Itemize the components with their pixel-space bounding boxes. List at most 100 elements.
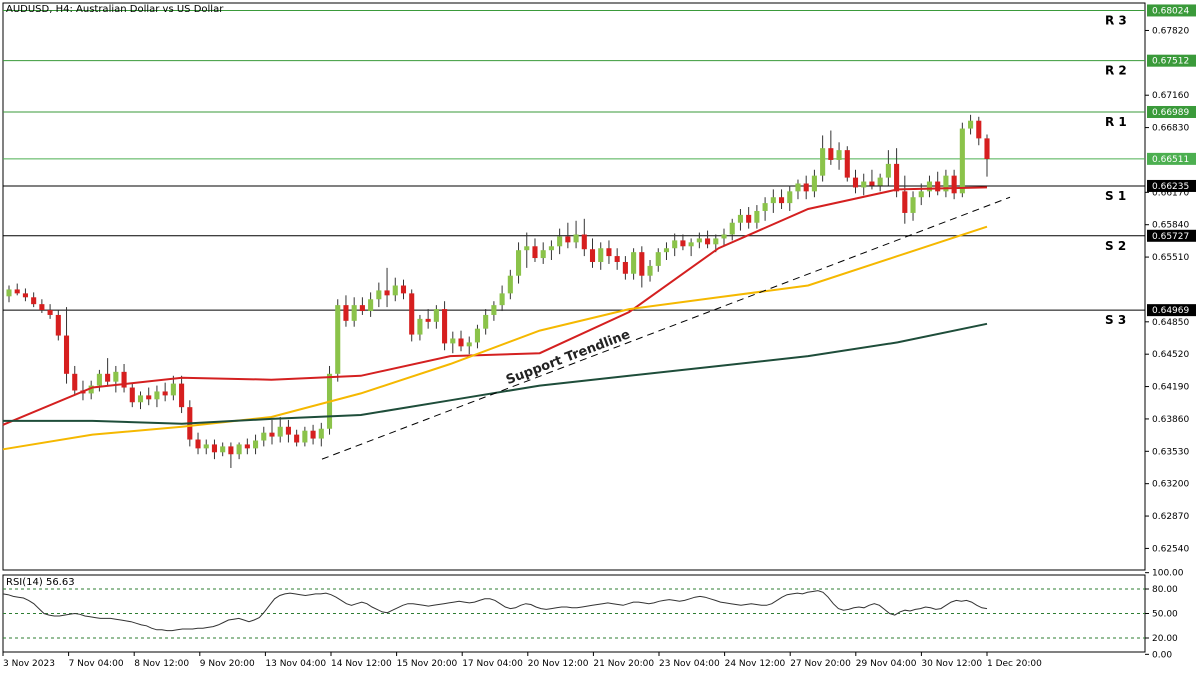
- candle-bullish: [885, 163, 891, 178]
- candle-bullish: [754, 210, 760, 223]
- candle-bearish: [639, 252, 645, 276]
- rsi-tick-label: 0.00: [1152, 650, 1172, 660]
- candle-bullish: [655, 252, 661, 266]
- candle-bearish: [14, 289, 20, 294]
- level-price-tag-text: 0.66235: [1152, 182, 1189, 192]
- candle-bullish: [491, 305, 497, 315]
- rsi-tick-label: 50.00: [1152, 610, 1178, 620]
- candle-bullish: [203, 444, 209, 449]
- candle-bullish: [647, 265, 653, 276]
- candle-bullish: [663, 248, 670, 253]
- candle-bullish: [762, 203, 768, 211]
- moving-average-line: [2, 186, 988, 426]
- candle-bullish: [170, 383, 176, 396]
- candle-bullish: [770, 197, 776, 204]
- price-tick-label: 0.64850: [1152, 318, 1189, 328]
- candle-bearish: [22, 293, 28, 298]
- candle-bullish: [392, 285, 398, 296]
- candle-bearish: [400, 285, 407, 294]
- candle-bullish: [466, 342, 472, 347]
- candle-bullish: [6, 289, 12, 297]
- candle-bullish: [137, 395, 144, 403]
- price-tick-label: 0.64190: [1152, 383, 1189, 393]
- level-price-tag: [1147, 179, 1196, 192]
- candle-bullish: [836, 150, 842, 160]
- candle-bullish: [88, 385, 94, 394]
- candle-bullish: [729, 222, 735, 235]
- candle-bearish: [442, 309, 448, 344]
- candle-bullish: [811, 175, 817, 192]
- candle-bullish: [335, 305, 341, 374]
- candle-bullish: [713, 238, 719, 245]
- candle-bearish: [828, 148, 834, 160]
- rsi-tick-label: 100.00: [1152, 569, 1184, 579]
- candle-bearish: [343, 305, 349, 321]
- candle-bullish: [96, 373, 102, 386]
- candle-bearish: [869, 181, 875, 186]
- candle-bearish: [951, 175, 957, 194]
- candle-bearish: [146, 395, 152, 400]
- candle-bearish: [72, 373, 78, 391]
- candle-bullish: [524, 246, 530, 251]
- candle-bullish: [351, 305, 357, 321]
- candle-bullish: [557, 236, 563, 247]
- candle-bearish: [589, 249, 596, 262]
- level-label: S 1: [1105, 189, 1126, 203]
- candle-bullish: [861, 181, 867, 188]
- candle-bearish: [680, 240, 686, 247]
- candle-bearish: [705, 238, 711, 245]
- time-tick-label: 13 Nov 04:00: [265, 659, 326, 669]
- level-price-tag-text: 0.64969: [1152, 306, 1189, 316]
- candle-bullish: [376, 290, 382, 300]
- price-tick-label: 0.63200: [1152, 480, 1189, 490]
- level-price-tag: [1147, 4, 1196, 17]
- candle-bullish: [820, 148, 826, 176]
- candle-bearish: [294, 434, 300, 443]
- candle-bullish: [261, 432, 267, 441]
- level-label: S 3: [1105, 313, 1126, 327]
- candle-bullish: [474, 328, 481, 343]
- time-tick-label: 14 Nov 12:00: [331, 659, 392, 669]
- level-price-tag-text: 0.67512: [1152, 57, 1189, 67]
- candle-bearish: [614, 256, 620, 262]
- candle-bullish: [696, 238, 702, 243]
- level-price-tag-text: 0.66989: [1152, 108, 1189, 118]
- candle-bearish: [211, 444, 218, 453]
- candle-bearish: [976, 120, 982, 139]
- candle-bullish: [943, 175, 949, 192]
- candle-bullish: [540, 250, 546, 259]
- candle-bearish: [129, 387, 135, 403]
- price-tick-label: 0.64520: [1152, 350, 1189, 360]
- time-tick-label: 20 Nov 12:00: [528, 659, 589, 669]
- candle-bullish: [737, 214, 743, 223]
- price-tick-label: 0.66170: [1152, 188, 1189, 198]
- candle-bullish: [507, 275, 513, 294]
- time-tick-label: 15 Nov 20:00: [397, 659, 458, 669]
- candle-bearish: [55, 314, 61, 336]
- time-tick-label: 29 Nov 04:00: [856, 659, 917, 669]
- time-tick-label: 30 Nov 12:00: [921, 659, 982, 669]
- level-label: R 2: [1105, 64, 1127, 78]
- candle-bearish: [902, 191, 908, 213]
- candle-bullish: [368, 299, 374, 312]
- candle-bearish: [269, 432, 275, 437]
- price-tick-label: 0.66830: [1152, 124, 1189, 134]
- candle-bullish: [672, 240, 678, 249]
- level-price-tag: [1147, 105, 1196, 118]
- candle-bearish: [458, 338, 464, 347]
- level-label: R 1: [1105, 115, 1127, 129]
- candle-bearish: [409, 293, 415, 335]
- support-trendline: [321, 196, 1011, 460]
- candle-bearish: [935, 181, 941, 192]
- candle-bullish: [918, 191, 924, 198]
- candle-bearish: [778, 197, 785, 204]
- candle-bullish: [433, 309, 439, 322]
- time-tick-label: 3 Nov 2023: [3, 659, 55, 669]
- candle-bullish: [277, 426, 283, 437]
- time-tick-label: 24 Nov 12:00: [725, 659, 786, 669]
- candle-bullish: [598, 248, 604, 262]
- level-price-tag-text: 0.65727: [1152, 232, 1189, 242]
- candle-bullish: [483, 314, 489, 329]
- candle-bearish: [285, 426, 291, 435]
